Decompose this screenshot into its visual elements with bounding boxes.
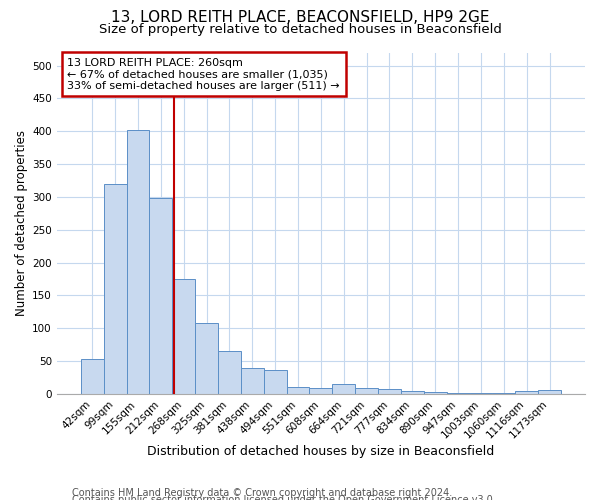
Bar bbox=[401, 390, 424, 394]
Bar bbox=[424, 392, 446, 394]
Text: Contains HM Land Registry data © Crown copyright and database right 2024.: Contains HM Land Registry data © Crown c… bbox=[72, 488, 452, 498]
Bar bbox=[172, 279, 195, 394]
Bar bbox=[355, 388, 378, 394]
Bar bbox=[332, 384, 355, 394]
Bar bbox=[538, 390, 561, 394]
Bar bbox=[378, 388, 401, 394]
Bar bbox=[287, 386, 310, 394]
X-axis label: Distribution of detached houses by size in Beaconsfield: Distribution of detached houses by size … bbox=[147, 444, 494, 458]
Text: 13, LORD REITH PLACE, BEACONSFIELD, HP9 2GE: 13, LORD REITH PLACE, BEACONSFIELD, HP9 … bbox=[111, 10, 489, 25]
Bar bbox=[81, 359, 104, 394]
Bar bbox=[218, 352, 241, 394]
Bar bbox=[149, 198, 172, 394]
Bar bbox=[264, 370, 287, 394]
Y-axis label: Number of detached properties: Number of detached properties bbox=[15, 130, 28, 316]
Bar bbox=[195, 323, 218, 394]
Bar bbox=[241, 368, 264, 394]
Bar bbox=[104, 184, 127, 394]
Text: 13 LORD REITH PLACE: 260sqm
← 67% of detached houses are smaller (1,035)
33% of : 13 LORD REITH PLACE: 260sqm ← 67% of det… bbox=[67, 58, 340, 91]
Text: Size of property relative to detached houses in Beaconsfield: Size of property relative to detached ho… bbox=[98, 22, 502, 36]
Text: Contains public sector information licensed under the Open Government Licence v3: Contains public sector information licen… bbox=[72, 495, 496, 500]
Bar bbox=[515, 390, 538, 394]
Bar bbox=[127, 130, 149, 394]
Bar bbox=[310, 388, 332, 394]
